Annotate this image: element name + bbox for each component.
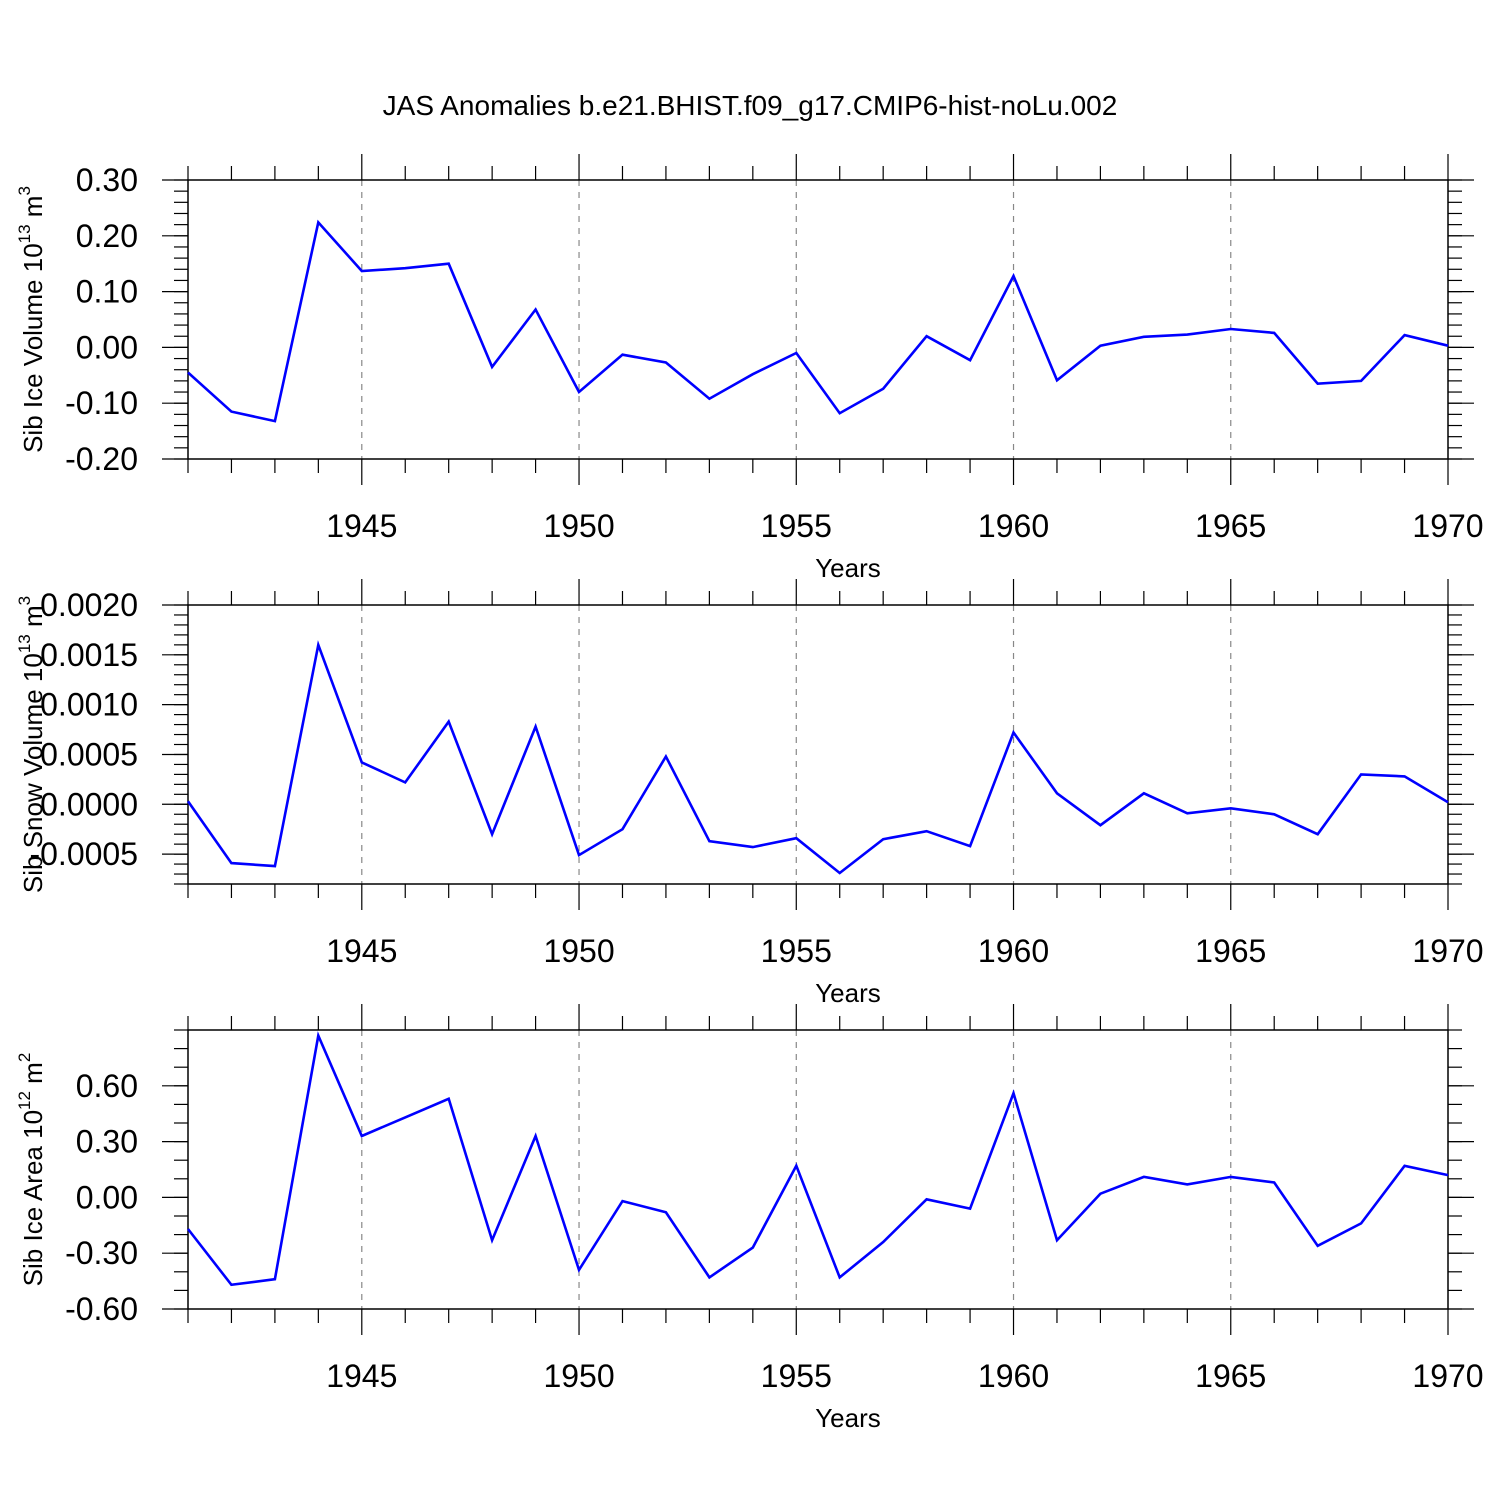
- series-line: [186, 1031, 1449, 1287]
- y-tick-label: -0.30: [65, 1235, 138, 1271]
- x-axis-title: Years: [815, 553, 881, 583]
- x-tick-label: 1965: [1195, 933, 1266, 969]
- x-tick-label: 1970: [1412, 933, 1483, 969]
- figure-title: JAS Anomalies b.e21.BHIST.f09_g17.CMIP6-…: [383, 90, 1118, 121]
- series-line: [186, 640, 1449, 875]
- panel-sib-ice-volume: -0.20 -0.10 0.00 0.10 0.20 0.30 1945 1950 1955 19…: [15, 154, 1484, 583]
- y-tick-label: -0.10: [65, 385, 138, 421]
- x-tick-label: 1965: [1195, 1358, 1266, 1394]
- series-line: [187, 219, 1449, 423]
- y-axis-title-exponent: 12: [15, 1091, 34, 1110]
- y-axis-title: Sib Ice Volume 1013 m3: [15, 186, 48, 453]
- y-axis-title: Sib Snow Volume 1013 m3: [15, 596, 48, 893]
- y-tick-label: 0.00: [76, 1179, 138, 1215]
- y-tick-label: 0.60: [76, 1068, 138, 1104]
- x-tick-label: 1960: [978, 1358, 1049, 1394]
- x-tick-label: 1945: [326, 1358, 397, 1394]
- y-axis-title-exponent: 3: [15, 186, 34, 195]
- y-tick-label: -0.0005: [29, 836, 138, 872]
- x-tick-label: 1965: [1195, 508, 1266, 544]
- y-axis-title-unit: m: [18, 605, 48, 634]
- y-tick-label: 0.10: [76, 274, 138, 310]
- y-tick-label: -0.20: [65, 441, 138, 477]
- x-tick-label: 1955: [761, 508, 832, 544]
- y-tick-label: 0.0015: [40, 637, 138, 673]
- x-tick-label: 1950: [543, 1358, 614, 1394]
- y-tick-label: 0.30: [76, 1124, 138, 1160]
- y-axis-title: Sib Ice Area 1012 m2: [15, 1053, 48, 1287]
- x-tick-label: 1950: [543, 508, 614, 544]
- y-axis-title-exponent: 13: [15, 224, 34, 243]
- y-tick-label: 0.20: [76, 218, 138, 254]
- y-tick-label: 0.0010: [40, 687, 138, 723]
- y-tick-label: 0.0000: [40, 786, 138, 822]
- x-tick-label: 1945: [326, 933, 397, 969]
- x-tick-label: 1960: [978, 933, 1049, 969]
- x-tick-label: 1960: [978, 508, 1049, 544]
- plot-frame: [187, 604, 1449, 885]
- y-tick-label: 0.00: [76, 329, 138, 365]
- y-tick-label: -0.60: [65, 1291, 138, 1327]
- x-tick-label: 1970: [1412, 508, 1483, 544]
- panel-sib-snow-volume: -0.0005 0.0000 0.0005 0.0010 0.0015 0.0020 194…: [15, 579, 1484, 1008]
- x-tick-label: 1970: [1412, 1358, 1483, 1394]
- x-axis-title: Years: [815, 1403, 881, 1433]
- x-tick-label: 1950: [543, 933, 614, 969]
- panel-sib-ice-area: -0.60 -0.30 0.00 0.30 0.60 1945 1950 1955 1960 19…: [15, 1004, 1484, 1433]
- x-axis-title: Years: [815, 978, 881, 1008]
- y-axis-title-unit: m: [18, 196, 48, 225]
- plot-frame: [187, 1029, 1449, 1310]
- y-axis-title-exponent: 2: [15, 1053, 34, 1062]
- x-tick-label: 1955: [761, 1358, 832, 1394]
- y-tick-label: 0.30: [76, 162, 138, 198]
- y-axis-title-base: Sib Ice Volume 10: [18, 243, 48, 453]
- y-axis-title-exponent: 3: [15, 596, 34, 605]
- y-tick-label: 0.0020: [40, 587, 138, 623]
- y-axis-title-exponent: 13: [15, 634, 34, 653]
- x-tick-label: 1955: [761, 933, 832, 969]
- y-axis-title-base: Sib Ice Area 10: [18, 1110, 48, 1286]
- plot-frame: [187, 179, 1449, 460]
- x-tick-label: 1945: [326, 508, 397, 544]
- y-tick-label: 0.0005: [40, 736, 138, 772]
- y-axis-title-base: Sib Snow Volume 10: [18, 653, 48, 893]
- y-axis-title-unit: m: [18, 1062, 48, 1091]
